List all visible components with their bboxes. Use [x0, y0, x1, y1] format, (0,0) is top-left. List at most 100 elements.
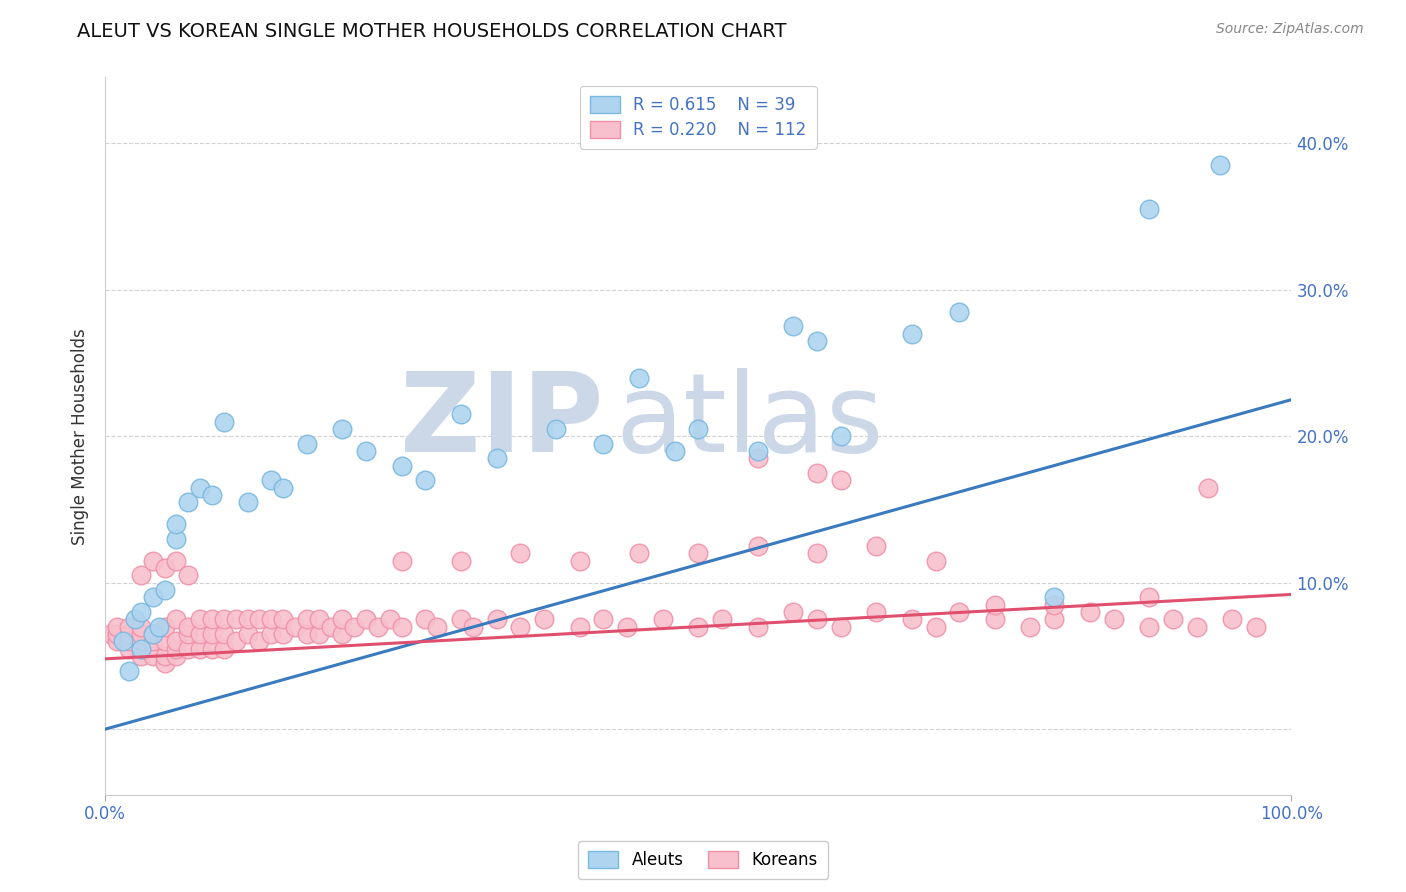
Point	[225, 634, 247, 648]
Point	[295, 612, 318, 626]
Point	[1161, 612, 1184, 626]
Point	[153, 561, 176, 575]
Point	[568, 620, 591, 634]
Point	[450, 407, 472, 421]
Point	[271, 627, 294, 641]
Point	[177, 568, 200, 582]
Point	[212, 641, 235, 656]
Point	[1078, 605, 1101, 619]
Point	[177, 620, 200, 634]
Point	[450, 612, 472, 626]
Point	[201, 641, 224, 656]
Point	[1185, 620, 1208, 634]
Point	[118, 634, 141, 648]
Point	[391, 620, 413, 634]
Point	[651, 612, 673, 626]
Point	[1197, 481, 1219, 495]
Point	[830, 620, 852, 634]
Point	[806, 334, 828, 348]
Point	[1043, 612, 1066, 626]
Point	[271, 481, 294, 495]
Point	[984, 612, 1007, 626]
Point	[105, 620, 128, 634]
Point	[865, 539, 887, 553]
Point	[188, 481, 211, 495]
Point	[118, 627, 141, 641]
Point	[118, 620, 141, 634]
Point	[201, 627, 224, 641]
Point	[142, 591, 165, 605]
Point	[343, 620, 366, 634]
Point	[806, 612, 828, 626]
Point	[415, 473, 437, 487]
Point	[284, 620, 307, 634]
Point	[260, 627, 283, 641]
Point	[129, 568, 152, 582]
Point	[627, 546, 650, 560]
Point	[391, 458, 413, 473]
Point	[544, 422, 567, 436]
Point	[806, 466, 828, 480]
Point	[260, 473, 283, 487]
Point	[118, 641, 141, 656]
Point	[688, 546, 710, 560]
Point	[212, 415, 235, 429]
Point	[367, 620, 389, 634]
Point	[129, 641, 152, 656]
Point	[129, 648, 152, 663]
Point	[627, 370, 650, 384]
Point	[212, 612, 235, 626]
Point	[830, 473, 852, 487]
Point	[236, 495, 259, 509]
Point	[485, 612, 508, 626]
Point	[924, 620, 946, 634]
Point	[747, 539, 769, 553]
Point	[295, 436, 318, 450]
Point	[177, 495, 200, 509]
Point	[664, 443, 686, 458]
Point	[616, 620, 638, 634]
Point	[153, 582, 176, 597]
Point	[568, 554, 591, 568]
Point	[308, 612, 330, 626]
Point	[485, 451, 508, 466]
Point	[129, 634, 152, 648]
Point	[901, 326, 924, 341]
Point	[129, 627, 152, 641]
Point	[948, 605, 970, 619]
Point	[782, 605, 804, 619]
Point	[111, 634, 134, 648]
Point	[1102, 612, 1125, 626]
Point	[225, 612, 247, 626]
Point	[426, 620, 449, 634]
Point	[747, 451, 769, 466]
Point	[165, 634, 187, 648]
Point	[308, 627, 330, 641]
Point	[1220, 612, 1243, 626]
Point	[711, 612, 734, 626]
Legend: R = 0.615    N = 39, R = 0.220    N = 112: R = 0.615 N = 39, R = 0.220 N = 112	[581, 86, 817, 149]
Point	[332, 612, 354, 626]
Text: ALEUT VS KOREAN SINGLE MOTHER HOUSEHOLDS CORRELATION CHART: ALEUT VS KOREAN SINGLE MOTHER HOUSEHOLDS…	[77, 22, 787, 41]
Point	[1019, 620, 1042, 634]
Point	[260, 612, 283, 626]
Point	[105, 634, 128, 648]
Point	[153, 620, 176, 634]
Legend: Aleuts, Koreans: Aleuts, Koreans	[578, 841, 828, 880]
Point	[1043, 598, 1066, 612]
Point	[153, 648, 176, 663]
Point	[1244, 620, 1267, 634]
Point	[142, 648, 165, 663]
Point	[332, 627, 354, 641]
Point	[271, 612, 294, 626]
Point	[129, 641, 152, 656]
Point	[105, 627, 128, 641]
Point	[177, 641, 200, 656]
Point	[201, 488, 224, 502]
Point	[509, 546, 531, 560]
Text: atlas: atlas	[616, 368, 884, 475]
Point	[354, 612, 377, 626]
Point	[142, 554, 165, 568]
Point	[165, 532, 187, 546]
Text: Source: ZipAtlas.com: Source: ZipAtlas.com	[1216, 22, 1364, 37]
